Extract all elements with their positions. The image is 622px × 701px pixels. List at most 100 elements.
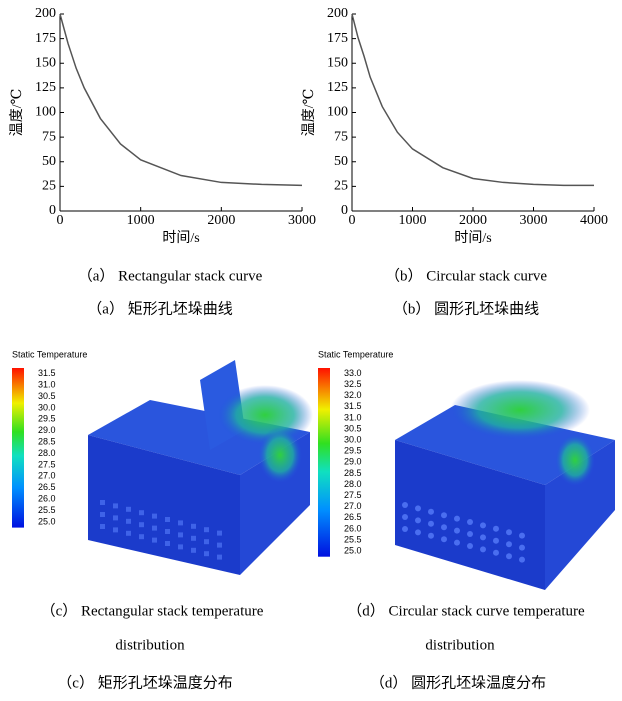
caption: （a） Rectangular stack curve (78, 267, 263, 284)
hole (191, 548, 196, 553)
legend-label: 29.0 (38, 425, 56, 435)
hole (113, 515, 118, 520)
hole (506, 553, 512, 559)
hole (428, 521, 434, 527)
y-tick-label: 125 (327, 80, 348, 95)
y-tick-label: 100 (327, 105, 348, 120)
legend-label: 31.5 (344, 401, 362, 411)
x-tick-label: 0 (57, 213, 64, 228)
hole (152, 526, 157, 531)
curve (352, 14, 594, 185)
x-tick-label: 2000 (459, 213, 487, 228)
hole (204, 539, 209, 544)
hole (100, 500, 105, 505)
y-tick-label: 0 (341, 203, 348, 218)
hole (165, 541, 170, 546)
hole (519, 557, 525, 563)
legend-label: 25.5 (38, 505, 56, 515)
hole (441, 524, 447, 530)
hole (165, 529, 170, 534)
hole (217, 543, 222, 548)
caption: （c） Rectangular stack temperature (41, 602, 264, 619)
y-tick-label: 75 (334, 129, 348, 144)
legend-label: 27.0 (38, 471, 56, 481)
legend-label: 27.0 (344, 501, 362, 511)
y-tick-label: 200 (35, 6, 56, 21)
y-tick-label: 50 (334, 154, 348, 169)
hole (493, 538, 499, 544)
legend-label: 26.0 (38, 493, 56, 503)
caption: （d） 圆形孔坯垛温度分布 (370, 674, 546, 691)
caption: （b） 圆形孔坯垛曲线 (393, 300, 539, 317)
hole (506, 529, 512, 535)
caption: distribution (425, 637, 495, 653)
legend-label: 26.5 (344, 512, 362, 522)
y-axis-label: 温度/℃ (301, 89, 317, 137)
legend-title: Static Temperature (318, 349, 393, 359)
legend-label: 29.0 (344, 457, 362, 467)
hole (139, 534, 144, 539)
hole (100, 524, 105, 529)
legend-label: 33.0 (344, 368, 362, 378)
hole (152, 538, 157, 543)
hole (428, 509, 434, 515)
legend-label: 30.0 (344, 435, 362, 445)
legend-label: 28.5 (38, 436, 56, 446)
legend-label: 31.0 (38, 379, 56, 389)
curve (60, 14, 302, 185)
hole (113, 527, 118, 532)
hole (493, 526, 499, 532)
hole (415, 529, 421, 535)
hole (467, 519, 473, 525)
y-tick-label: 25 (42, 179, 56, 194)
hole (454, 540, 460, 546)
legend-label: 25.5 (344, 534, 362, 544)
legend-label: 26.5 (38, 482, 56, 492)
hole (191, 524, 196, 529)
hot-zone (555, 434, 595, 486)
x-axis-label: 时间/s (162, 230, 199, 246)
hole (191, 536, 196, 541)
hole (139, 522, 144, 527)
temperature-render: Static Temperature31.531.030.530.029.529… (12, 349, 313, 575)
hole (519, 533, 525, 539)
hole (402, 526, 408, 532)
y-tick-label: 200 (327, 6, 348, 21)
hole (428, 533, 434, 539)
hole (217, 531, 222, 536)
legend-label: 28.0 (344, 479, 362, 489)
y-tick-label: 50 (42, 154, 56, 169)
x-tick-label: 1000 (127, 213, 155, 228)
caption: （b） Circular stack curve (385, 267, 547, 284)
y-tick-label: 150 (327, 55, 348, 70)
hole (204, 527, 209, 532)
hole (454, 528, 460, 534)
legend-title: Static Temperature (12, 349, 87, 359)
hole (113, 503, 118, 508)
colorbar (318, 368, 330, 557)
hole (126, 507, 131, 512)
legend-label: 27.5 (344, 490, 362, 500)
x-tick-label: 1000 (399, 213, 427, 228)
hole (493, 550, 499, 556)
hot-zone (450, 380, 590, 440)
legend-label: 30.5 (38, 391, 56, 401)
legend-label: 31.5 (38, 368, 56, 378)
hole (217, 555, 222, 560)
legend-label: 29.5 (344, 446, 362, 456)
hole (415, 505, 421, 511)
hole (467, 531, 473, 537)
x-tick-label: 3000 (288, 213, 316, 228)
hole (480, 522, 486, 528)
hole (402, 514, 408, 520)
legend-label: 32.5 (344, 379, 362, 389)
y-tick-label: 0 (49, 203, 56, 218)
hole (441, 512, 447, 518)
hole (519, 545, 525, 551)
legend-label: 28.5 (344, 468, 362, 478)
x-tick-label: 0 (349, 213, 356, 228)
figure: （a） Rectangular stack curve （a） 矩形孔坯垛曲线 … (0, 0, 622, 696)
legend-label: 30.5 (344, 423, 362, 433)
legend-label: 25.0 (38, 516, 56, 526)
y-tick-label: 175 (327, 31, 348, 46)
